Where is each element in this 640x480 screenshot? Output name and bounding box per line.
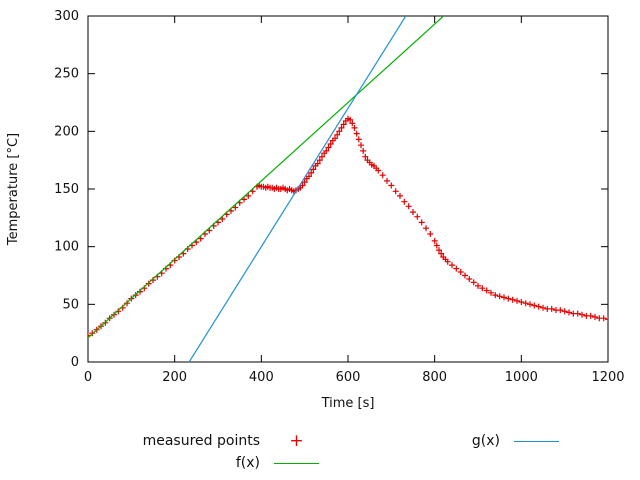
plot-svg: 0 200 400 600 800 1000 1200 0 50 100 150 200 250 300 T… xyxy=(6,9,625,411)
legend-entry-f: f(x) xyxy=(110,453,319,473)
line-sample-g-icon xyxy=(514,440,559,442)
x-tick-label: 200 xyxy=(162,370,187,385)
y-tick-label: 250 xyxy=(54,67,79,82)
y-tick-label: 150 xyxy=(54,182,79,197)
y-tick-label: 0 xyxy=(71,355,79,370)
x-tick-label: 400 xyxy=(249,370,274,385)
plot-border xyxy=(87,15,609,363)
x-tick-label: 1000 xyxy=(505,370,538,385)
y-tick-label: 100 xyxy=(54,240,79,255)
y-tick-label: 50 xyxy=(62,297,79,312)
series-measured-points xyxy=(88,115,608,339)
legend-label-g: g(x) xyxy=(471,433,500,449)
legend-label-f: f(x) xyxy=(235,455,260,471)
y-tick-label: 300 xyxy=(54,9,79,24)
x-tick-label: 600 xyxy=(336,370,361,385)
x-tick-label: 1200 xyxy=(591,370,624,385)
y-axis-title: Temperature [°C] xyxy=(6,133,21,246)
x-tick-label: 800 xyxy=(422,370,447,385)
line-sample-f-icon xyxy=(274,462,319,464)
legend-entry-measured-points: measured points xyxy=(110,431,319,451)
y-tick-label: 200 xyxy=(54,124,79,139)
plus-marker-icon xyxy=(274,433,319,450)
series-gx-line xyxy=(188,16,407,362)
series-fx-line xyxy=(88,16,445,339)
legend-entry-g: g(x) xyxy=(380,431,559,451)
x-tick-label: 0 xyxy=(84,370,92,385)
legend-label-measured-points: measured points xyxy=(142,433,260,449)
x-axis-title: Time [s] xyxy=(321,396,375,411)
